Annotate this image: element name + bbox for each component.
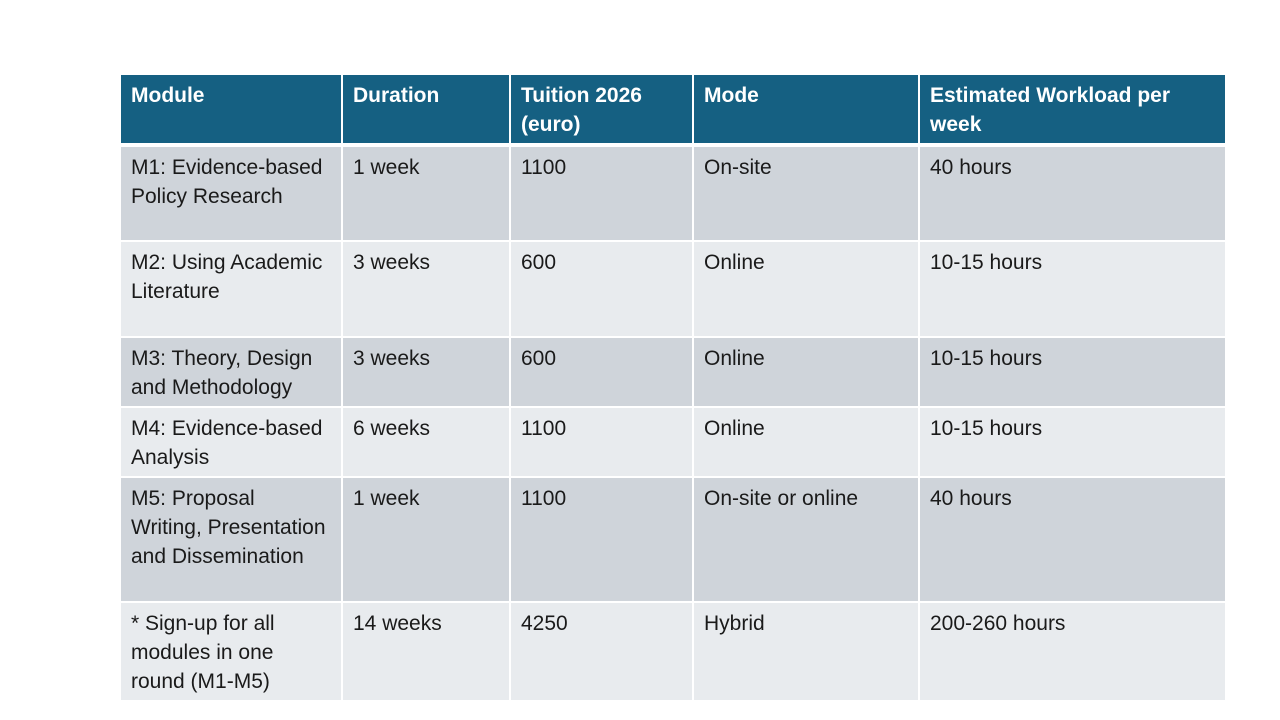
cell-module: M2: Using Academic Literature	[121, 241, 343, 338]
cell-duration: 3 weeks	[342, 337, 511, 408]
cell-tuition: 1100	[510, 407, 694, 478]
table-row: M1: Evidence-based Policy Research 1 wee…	[121, 145, 1225, 242]
cell-tuition: 600	[510, 337, 694, 408]
header-tuition: Tuition 2026 (euro)	[510, 75, 694, 147]
cell-mode: On-site or online	[693, 477, 920, 603]
cell-tuition: 4250	[510, 602, 694, 702]
cell-mode: On-site	[693, 145, 920, 242]
table-row: * Sign-up for all modules in one round (…	[121, 602, 1225, 702]
cell-workload: 10-15 hours	[919, 407, 1225, 478]
header-mode: Mode	[693, 75, 920, 147]
header-module: Module	[121, 75, 343, 147]
table-row: M4: Evidence-based Analysis 6 weeks 1100…	[121, 407, 1225, 478]
cell-mode: Online	[693, 241, 920, 338]
cell-tuition: 600	[510, 241, 694, 338]
cell-duration: 14 weeks	[342, 602, 511, 702]
cell-duration: 1 week	[342, 477, 511, 603]
cell-workload: 40 hours	[919, 145, 1225, 242]
table-row: M5: Proposal Writing, Presentation and D…	[121, 477, 1225, 603]
cell-workload: 40 hours	[919, 477, 1225, 603]
cell-module: M3: Theory, Design and Methodology	[121, 337, 343, 408]
cell-workload: 10-15 hours	[919, 337, 1225, 408]
cell-mode: Hybrid	[693, 602, 920, 702]
cell-duration: 1 week	[342, 145, 511, 242]
cell-workload: 200-260 hours	[919, 602, 1225, 702]
header-row: Module Duration Tuition 2026 (euro) Mode…	[121, 75, 1225, 147]
cell-mode: Online	[693, 337, 920, 408]
cell-module: M4: Evidence-based Analysis	[121, 407, 343, 478]
cell-duration: 3 weeks	[342, 241, 511, 338]
cell-workload: 10-15 hours	[919, 241, 1225, 338]
header-workload: Estimated Workload per week	[919, 75, 1225, 147]
cell-module: M5: Proposal Writing, Presentation and D…	[121, 477, 343, 603]
cell-tuition: 1100	[510, 145, 694, 242]
modules-table: Module Duration Tuition 2026 (euro) Mode…	[121, 75, 1225, 702]
table-row: M3: Theory, Design and Methodology 3 wee…	[121, 337, 1225, 408]
cell-duration: 6 weeks	[342, 407, 511, 478]
table-row: M2: Using Academic Literature 3 weeks 60…	[121, 241, 1225, 338]
header-duration: Duration	[342, 75, 511, 147]
cell-module: * Sign-up for all modules in one round (…	[121, 602, 343, 702]
cell-module: M1: Evidence-based Policy Research	[121, 145, 343, 242]
cell-mode: Online	[693, 407, 920, 478]
cell-tuition: 1100	[510, 477, 694, 603]
